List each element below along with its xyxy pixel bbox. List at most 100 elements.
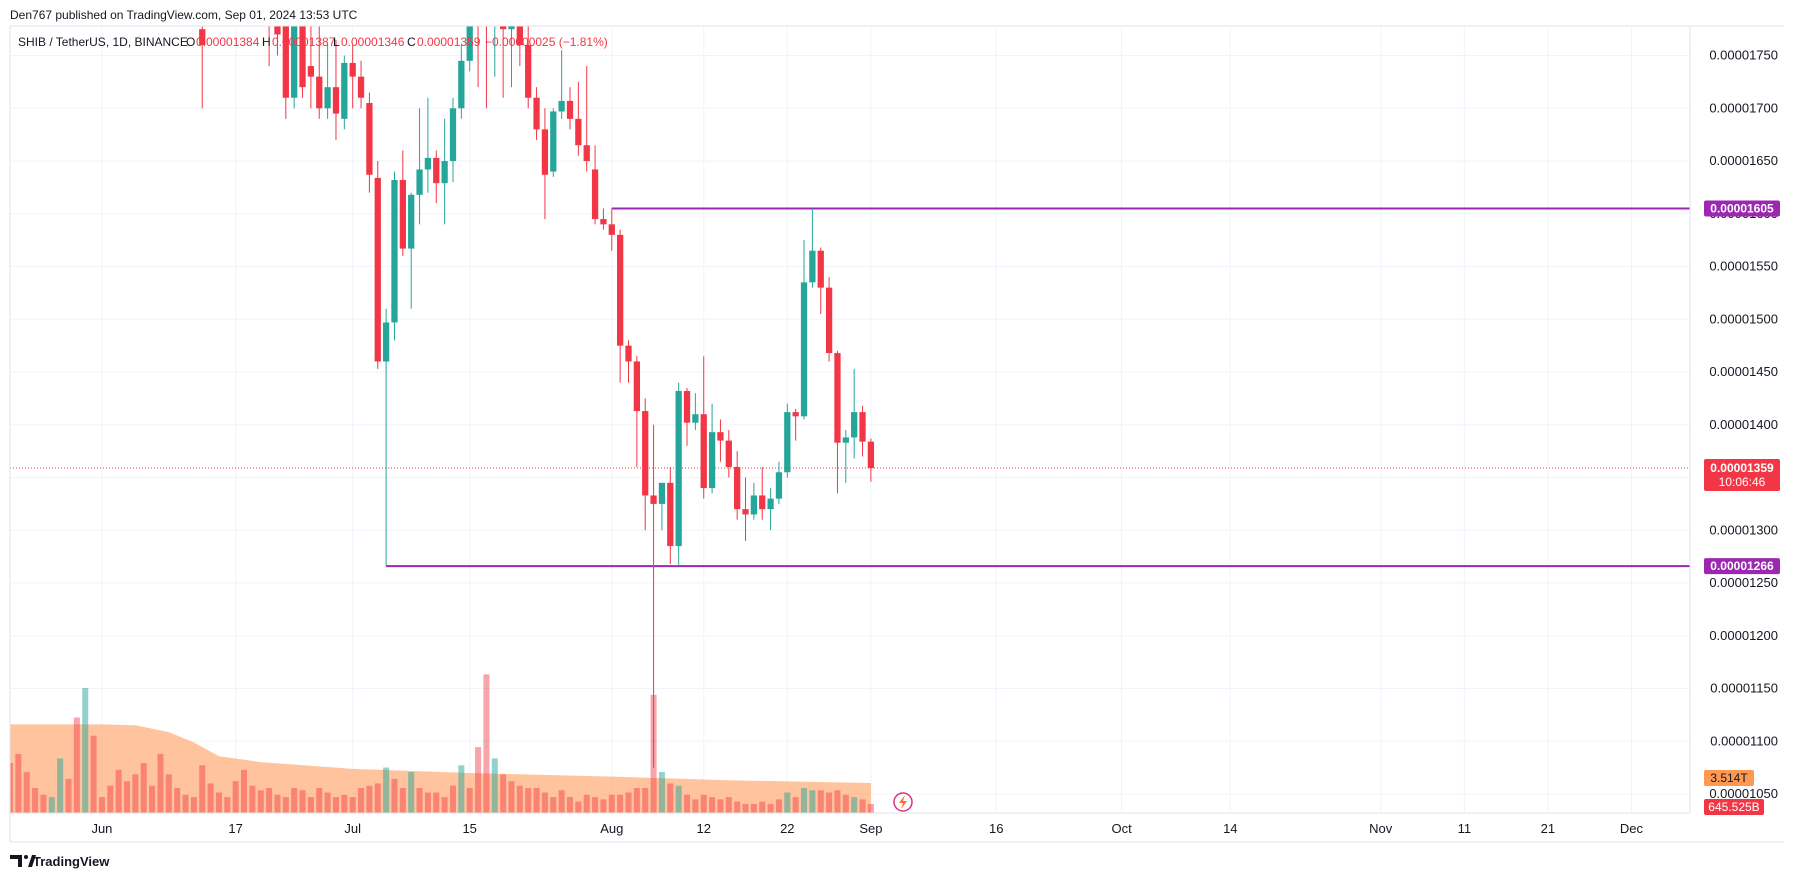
time-tick-label: 17 <box>228 821 242 836</box>
volume-bar <box>299 790 306 813</box>
candle <box>324 44 331 119</box>
candle <box>583 66 590 172</box>
volume-bar <box>675 785 682 813</box>
candle <box>851 368 858 459</box>
high-label: H <box>262 35 271 49</box>
volume-bar <box>533 788 540 813</box>
volume-bar <box>140 763 147 813</box>
candle <box>500 26 507 98</box>
volume-bar <box>617 794 624 813</box>
lightning-icon[interactable] <box>893 792 913 812</box>
candle <box>650 424 657 768</box>
candle <box>717 419 724 462</box>
candle <box>291 26 298 109</box>
volume-bar <box>566 797 574 813</box>
candle <box>759 466 766 520</box>
symbol-legend: SHIB / TetherUS, 1D, BINANCE O 0.0000138… <box>18 35 608 49</box>
volume-bar <box>82 688 89 813</box>
candle <box>834 350 841 494</box>
time-tick-label: 21 <box>1541 821 1555 836</box>
candle-body <box>750 495 758 515</box>
volume-bar <box>433 792 440 813</box>
volume-bar <box>867 803 874 813</box>
price-axis[interactable]: 0.00001050 0.00001100 0.00001150 0.00001200… <box>1709 48 1778 801</box>
volume-ma-area <box>10 724 871 813</box>
volume-bar <box>274 794 281 813</box>
volume-bar <box>717 799 724 813</box>
volume-last-label: 645.525B <box>1704 799 1764 815</box>
candle <box>525 26 532 109</box>
horizontal-levels[interactable] <box>386 207 1690 568</box>
candle-body <box>658 482 666 504</box>
candle-body <box>483 19 489 24</box>
candle-body <box>725 440 732 467</box>
price-tick-label: 0.00001150 <box>1710 681 1778 696</box>
candle-body <box>583 145 590 162</box>
volume-bar <box>15 753 22 813</box>
volume-bar <box>249 785 256 813</box>
volume-bar <box>341 794 348 813</box>
volume-bar <box>500 774 507 813</box>
candle-body <box>842 437 849 443</box>
candle-body <box>533 97 540 130</box>
candle <box>458 44 465 119</box>
price-tick-label: 0.00001650 <box>1709 153 1778 168</box>
volume-bar <box>583 794 590 813</box>
time-tick-label: 11 <box>1458 821 1472 836</box>
candle-body <box>366 103 373 175</box>
volume-bar <box>826 792 833 813</box>
volume-bar <box>742 803 749 813</box>
chart-grid <box>10 26 1690 813</box>
volume-bar <box>792 797 799 813</box>
volume-pane <box>10 674 874 813</box>
candle <box>566 87 574 130</box>
candle <box>658 482 666 531</box>
candle <box>591 145 599 225</box>
candle <box>382 308 390 567</box>
time-tick-label: Nov <box>1369 821 1393 836</box>
candle-body <box>299 26 306 88</box>
time-tick-label: Aug <box>600 821 623 836</box>
tradingview-logo[interactable]: TradingView <box>10 854 110 869</box>
volume-bar <box>149 785 156 813</box>
volume-bar <box>700 794 707 813</box>
current-price-label: 0.00001359 10:06:46 <box>1704 459 1780 492</box>
candle <box>809 208 816 288</box>
candle <box>600 208 607 230</box>
time-axis[interactable]: Jun 17 Jul 15 Aug 12 22 Sep 16 Oct 14 Nov 11 21 Dec <box>91 821 1643 836</box>
volume-bar <box>466 788 473 813</box>
volume-bar <box>658 772 665 813</box>
time-tick-label: 16 <box>989 821 1003 836</box>
candle <box>408 192 415 309</box>
candle-body <box>700 414 707 489</box>
volume-bar <box>174 788 181 813</box>
price-tick-label: 0.00001250 <box>1709 575 1778 590</box>
candle <box>692 393 699 431</box>
time-tick-label: Jul <box>344 821 361 836</box>
volume-bar <box>10 763 14 813</box>
candle <box>516 26 523 67</box>
volume-bar <box>775 799 782 813</box>
price-tick-label: 0.00001100 <box>1710 733 1778 748</box>
candle <box>800 240 808 420</box>
price-tick-label: 0.00001500 <box>1709 311 1778 326</box>
volume-bar <box>408 772 415 813</box>
candle-body <box>525 44 532 98</box>
published-by-text: Den767 published on TradingView.com, Sep… <box>10 8 358 22</box>
volume-bar <box>207 783 214 813</box>
volume-bar <box>759 801 766 813</box>
price-tick-label: 0.00001550 <box>1709 259 1778 274</box>
volume-bar <box>157 753 164 813</box>
volume-bar <box>241 769 248 813</box>
volume-bar <box>358 788 365 813</box>
volume-bar <box>282 797 289 813</box>
candle-body <box>650 495 657 504</box>
symbol-name[interactable]: SHIB / TetherUS, 1D, BINANCE <box>18 35 188 49</box>
volume-bar <box>23 772 30 813</box>
candle <box>424 97 432 193</box>
volume-bar <box>257 790 264 813</box>
candle-body <box>625 345 632 362</box>
volume-bar <box>391 778 398 813</box>
candle <box>299 26 306 98</box>
